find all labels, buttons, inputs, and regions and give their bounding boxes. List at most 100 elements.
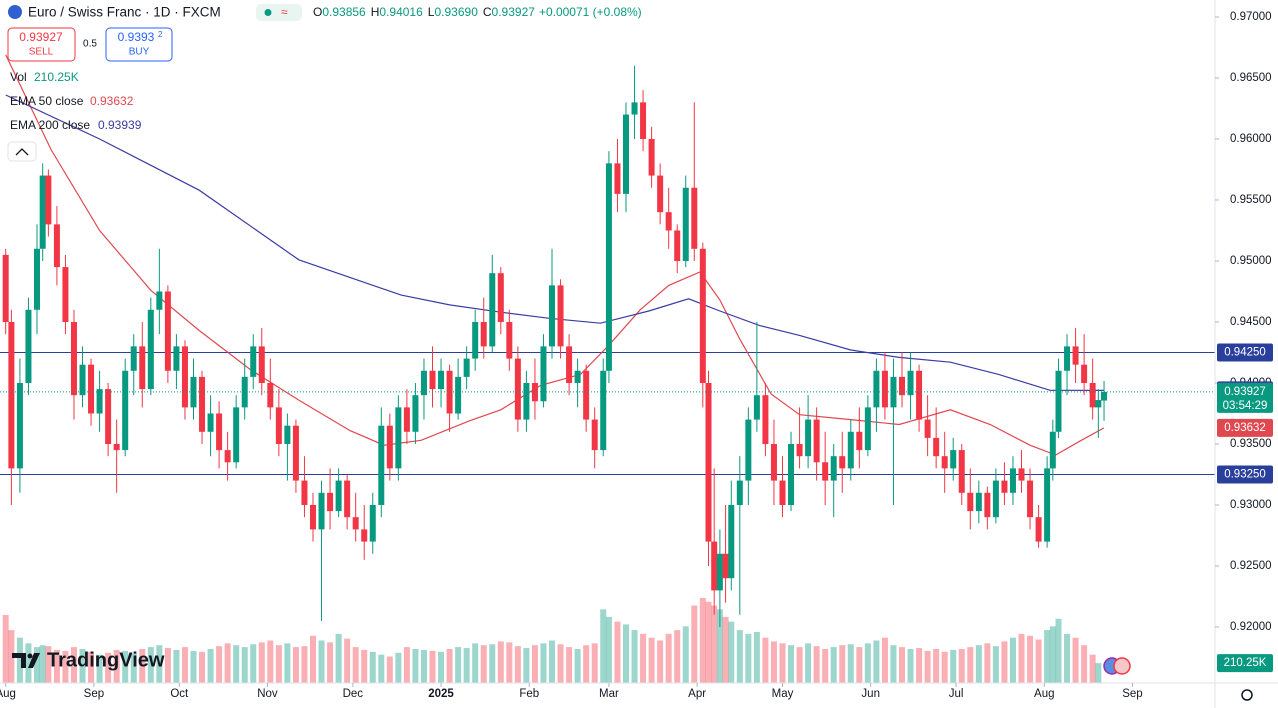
volume-bar [665,633,672,683]
candle-body [139,346,146,390]
candle-body [438,370,445,390]
volume-bar [173,649,180,683]
candle-body [267,382,274,408]
volume-bar [378,654,385,683]
y-tick-label: 0.95000 [1230,255,1272,267]
x-tick-label: Aug [0,688,16,700]
current-price-box [1217,382,1273,413]
volume-bar [1095,663,1102,683]
candle-body [847,431,854,469]
volume-bar [736,630,743,683]
candle-body [1095,400,1102,408]
status-badge[interactable] [256,4,302,21]
spread: 0.5 [83,39,97,50]
candle-body [873,370,880,408]
volume-bar [429,650,436,683]
volume-legend-name: Vol [10,70,27,84]
volume-bar [907,649,914,683]
candle-body [292,425,299,481]
candle-body [822,462,829,481]
collapse-button[interactable] [7,141,37,162]
price-label: 0.94250 [1224,347,1266,359]
candle-body [216,413,223,451]
volume-bar [745,633,752,683]
volume-bar [657,640,664,683]
candle-body [591,419,598,451]
volume-bar [207,649,214,683]
volume-bar [403,647,410,683]
candle-body [395,407,402,469]
candle-body [830,456,837,481]
volume-bar [600,609,607,683]
candle-body [682,187,689,261]
logo-dot [27,653,33,659]
candle-body [657,175,664,213]
candle-body [233,407,240,463]
collapse-icon [15,148,29,156]
x-tick-label: Mar [599,688,619,700]
indicator-icon[interactable] [1113,657,1131,675]
volume-bar [716,609,723,683]
candle-body [907,370,914,396]
volume-bar [1072,637,1079,683]
volume-bar [975,645,982,683]
candle-body [472,321,479,359]
volume-bar [2,615,9,683]
candle-body [335,480,342,512]
ohlc-label: L [428,5,435,19]
volume-bar [614,621,621,683]
candle-body [241,376,248,408]
volume-bar [267,640,274,683]
candle-body [540,346,547,402]
candle-body [62,267,69,322]
volume-bar [1081,645,1088,683]
candle-body [779,480,786,505]
candle-body [489,273,496,347]
ohlc-value: 0.93927 [492,5,536,19]
volume-bar [352,647,359,683]
y-tick-label: 0.92000 [1230,621,1272,633]
candle-body [1001,480,1008,493]
candle-body [344,480,351,518]
candle-body [224,450,231,463]
volume-bar [788,645,795,683]
candle-body [497,273,504,322]
volume-bar [250,644,257,683]
candle-body [181,346,188,408]
volume-bar [574,649,581,683]
volume-bar [258,642,265,683]
volume-bar [301,646,308,683]
candle-body [1072,346,1079,365]
volume-bar [497,641,504,683]
ema-legend-name: EMA 50 close [10,94,84,108]
volume-bar [691,605,698,683]
candle-body [33,248,40,310]
ema-price-label: 0.93632 [1224,422,1266,434]
price-label: 0.93250 [1224,469,1266,481]
x-tick-label: Sep [1122,688,1142,700]
candle-body [788,443,795,505]
buy-button[interactable] [105,27,173,62]
volume-bar [839,645,846,683]
y-tick-label: 0.95500 [1230,194,1272,206]
candle-body [523,382,530,420]
settings-icon[interactable] [1241,689,1253,701]
sell-button[interactable] [7,27,76,62]
candle-body [113,443,120,451]
x-tick-label: Dec [343,688,364,700]
candle-body [813,419,820,463]
buy-label: BUY [129,47,150,58]
candle-body [327,492,334,512]
candle-body [924,419,931,438]
volume-bar [122,650,129,683]
volume-bar [557,644,564,683]
volume-bar [549,640,556,683]
ema-line [5,94,1105,391]
ohlc-label: O [313,5,322,19]
candle-body [53,224,60,268]
volume-bar [1055,618,1062,683]
volume-bar [591,643,598,683]
symbol-icon [8,5,22,19]
volume-bar [856,647,863,683]
volume-bar [480,645,487,683]
